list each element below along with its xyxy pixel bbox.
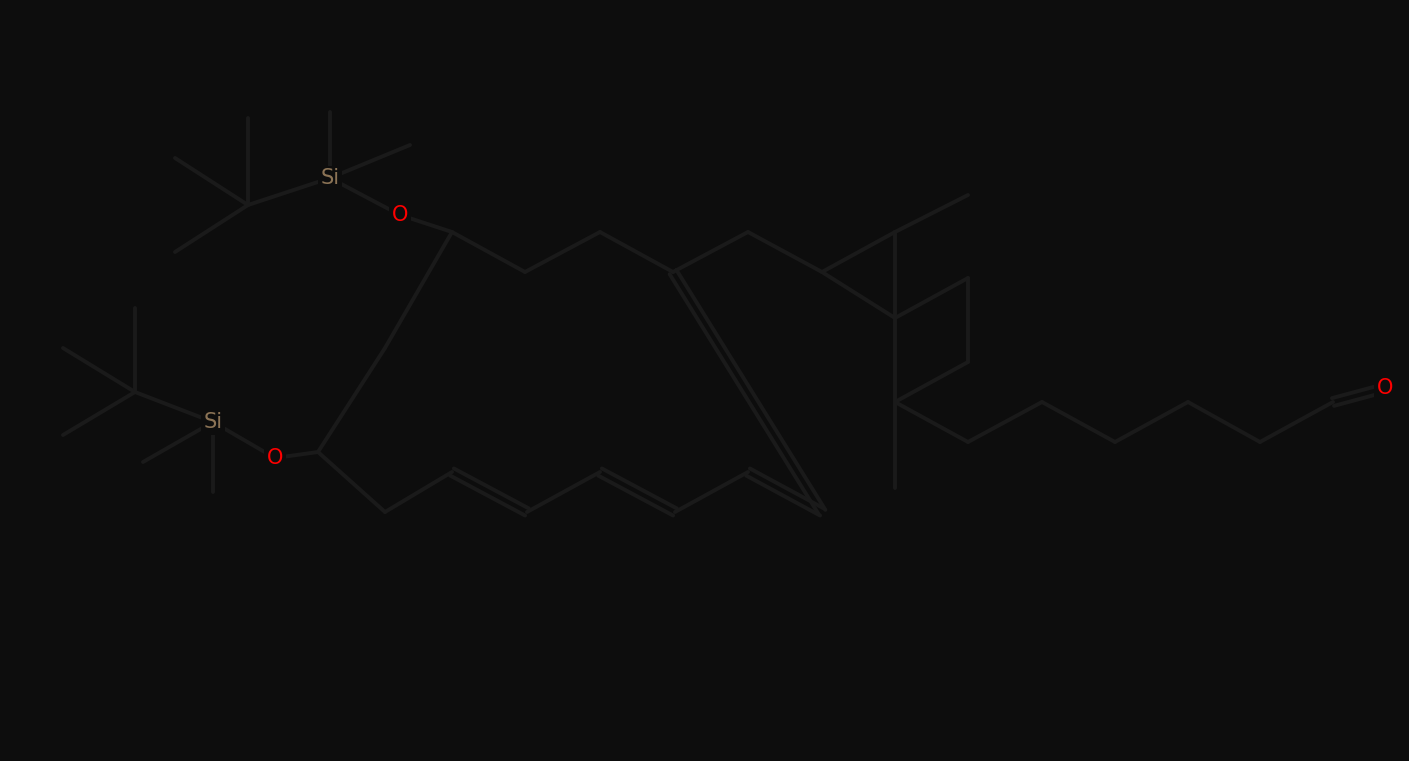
Text: O: O <box>266 448 283 468</box>
Text: O: O <box>392 205 409 225</box>
Text: Si: Si <box>320 168 340 188</box>
Text: Si: Si <box>203 412 223 432</box>
Text: O: O <box>1377 378 1394 398</box>
